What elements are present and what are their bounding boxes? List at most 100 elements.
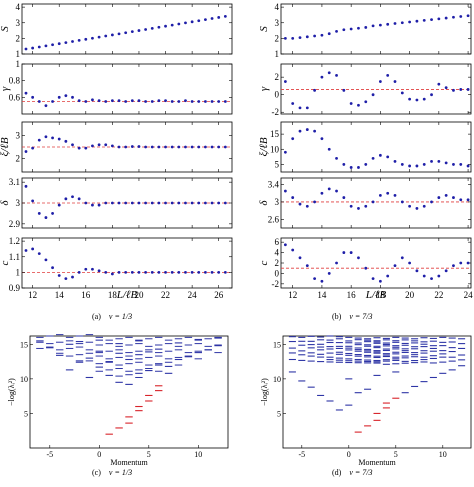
- data-point: [298, 202, 302, 206]
- data-point: [91, 36, 94, 40]
- data-point: [400, 163, 404, 166]
- data-point: [320, 191, 324, 195]
- data-point: [51, 212, 54, 215]
- y-axis-label: −log(λᵢ²): [7, 378, 16, 406]
- y-axis-label: S: [0, 26, 11, 32]
- data-point: [452, 196, 455, 199]
- data-point: [357, 256, 360, 260]
- data-point: [327, 71, 331, 75]
- data-point: [430, 159, 433, 163]
- data-point: [291, 196, 295, 199]
- data-point: [37, 252, 41, 256]
- data-point: [24, 91, 28, 95]
- data-point: [184, 21, 187, 25]
- data-point: [378, 279, 382, 283]
- y-tick-label: 3: [16, 198, 21, 208]
- data-point: [64, 41, 68, 44]
- data-point: [184, 99, 187, 103]
- data-point: [335, 261, 338, 265]
- panel-a-1: 1 2 3 4 S: [0, 2, 233, 59]
- y-tick-label: 1: [16, 267, 21, 277]
- data-point: [170, 270, 174, 274]
- data-point: [378, 193, 382, 197]
- data-point: [204, 270, 207, 274]
- y-tick-label: 0.6: [9, 92, 21, 102]
- data-point: [157, 201, 161, 205]
- data-point: [298, 256, 302, 260]
- x-tick-label: 24: [188, 290, 198, 300]
- data-point: [217, 201, 221, 205]
- data-point: [386, 22, 390, 26]
- data-point: [444, 193, 448, 197]
- data-point: [124, 270, 128, 274]
- data-point: [177, 145, 181, 149]
- data-point: [408, 97, 412, 101]
- y-tick-label: 4: [275, 2, 280, 12]
- data-point: [298, 129, 302, 133]
- data-point: [71, 95, 74, 99]
- x-axis-label: L/ℓB: [365, 289, 387, 301]
- data-point: [313, 34, 317, 38]
- data-point: [164, 270, 167, 274]
- data-point: [31, 46, 35, 50]
- data-point: [400, 256, 404, 260]
- data-point: [31, 95, 35, 99]
- data-point: [110, 99, 114, 103]
- y-axis-label: −log(λᵢ²): [260, 378, 269, 406]
- data-point: [415, 19, 419, 23]
- data-point: [190, 20, 194, 24]
- data-point: [217, 16, 221, 19]
- data-point: [150, 145, 154, 149]
- data-point: [64, 197, 68, 201]
- data-point: [117, 32, 121, 36]
- panel-b-1: 1 2 3 4 S: [258, 2, 472, 59]
- data-point: [422, 97, 426, 101]
- spectrum-d: -5 0 5 10 5 10 15 Momentum −log(λᵢ²): [260, 335, 472, 467]
- data-point: [400, 91, 404, 95]
- panel-b-2: -2 0 2γ: [258, 63, 472, 117]
- data-point: [223, 145, 227, 149]
- data-point: [44, 135, 48, 139]
- data-point: [313, 88, 317, 92]
- data-point: [400, 21, 404, 25]
- data-point: [64, 277, 68, 281]
- data-point: [157, 270, 161, 274]
- data-point: [283, 150, 287, 154]
- data-point: [170, 23, 174, 27]
- y-tick-label: 15: [20, 340, 28, 349]
- data-point: [57, 203, 61, 207]
- data-point: [84, 37, 88, 41]
- data-point: [357, 26, 360, 30]
- data-point: [137, 29, 141, 32]
- x-tick-label: -5: [46, 450, 53, 459]
- x-tick-label: 18: [108, 290, 118, 300]
- data-point: [104, 34, 108, 38]
- data-point: [104, 143, 108, 147]
- y-tick-label: 3.1: [9, 177, 20, 187]
- data-point: [349, 27, 353, 31]
- y-tick-label: 15: [273, 340, 281, 349]
- x-tick-label: 14: [55, 290, 65, 300]
- y-tick-label: 0.9: [9, 283, 21, 293]
- data-point: [452, 264, 455, 268]
- data-point: [31, 247, 35, 251]
- data-point: [408, 204, 412, 208]
- panel-a-2: 0.6 0.8 1 γ: [0, 59, 233, 115]
- data-point: [327, 147, 331, 151]
- data-point: [204, 18, 207, 22]
- x-tick-label: 5: [394, 450, 398, 459]
- data-point: [291, 102, 295, 105]
- data-point: [170, 201, 174, 205]
- x-tick-label: 16: [81, 290, 91, 300]
- data-point: [184, 201, 187, 205]
- data-point: [437, 82, 441, 86]
- data-point: [459, 88, 463, 91]
- data-point: [444, 161, 448, 165]
- data-point: [291, 248, 295, 252]
- data-point: [57, 95, 61, 99]
- x-tick-label: -5: [298, 450, 305, 459]
- data-point: [393, 80, 397, 83]
- y-axis-label: S: [258, 26, 270, 32]
